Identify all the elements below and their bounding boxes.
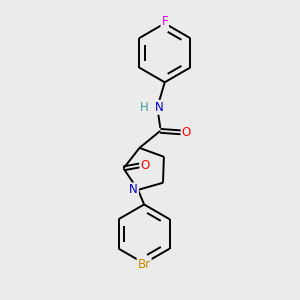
Text: O: O	[182, 126, 191, 139]
Text: Br: Br	[137, 258, 151, 271]
Text: N: N	[129, 183, 138, 196]
Text: F: F	[161, 15, 168, 28]
Text: O: O	[140, 159, 150, 172]
Text: H: H	[140, 101, 149, 114]
Text: N: N	[155, 101, 164, 114]
